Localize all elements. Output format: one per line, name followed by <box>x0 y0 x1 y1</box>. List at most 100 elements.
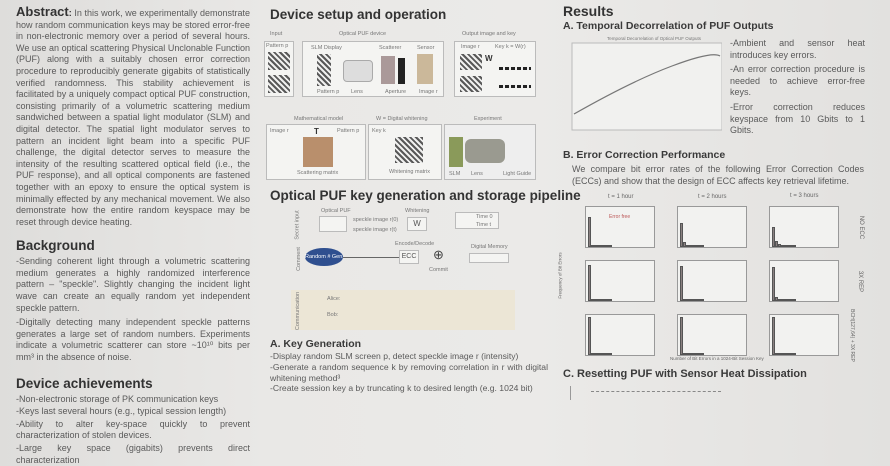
histogram-panel <box>769 260 839 302</box>
communication-band <box>291 290 515 330</box>
histogram-bar <box>683 242 686 247</box>
whitening-matrix-image <box>395 137 423 163</box>
histogram-bar <box>701 353 704 355</box>
achievement-item: -Keys last several hours (e.g., typical … <box>16 406 227 417</box>
results-c-heading: C. Resetting PUF with Sensor Heat Dissip… <box>563 368 807 380</box>
lens-label: Lens <box>351 89 363 95</box>
histogram-bar <box>695 245 698 247</box>
col-label: t = 1 hour <box>608 194 634 200</box>
keygen-heading: A. Key Generation <box>270 338 362 350</box>
histogram-bar <box>597 299 600 301</box>
histogram-bar <box>600 299 603 301</box>
histogram-bar <box>778 299 781 301</box>
histogram-bar <box>600 245 603 247</box>
results-heading: Results <box>563 3 614 19</box>
pipeline-heading: Optical PUF key generation and storage p… <box>270 188 581 203</box>
histogram-bar <box>778 353 781 355</box>
histogram-bar <box>686 299 689 301</box>
y-axis-label: Frequency of Bit Errors <box>557 252 563 299</box>
lens-image <box>343 60 373 82</box>
abstract-section: Abstract: In this work, we experimentall… <box>16 4 251 227</box>
histogram-bar <box>790 245 793 247</box>
achievements-heading: Device achievements <box>16 375 153 391</box>
results-b-text: We compare bit error rates of the follow… <box>572 164 864 186</box>
histogram-bar <box>772 317 775 355</box>
histogram-bar <box>772 227 775 247</box>
histogram-bar <box>680 317 683 355</box>
achievements-section: Device achievements -Non-electronic stor… <box>16 376 250 466</box>
histogram-bar <box>698 353 701 355</box>
note-item: -Error correction reduces keyspace from … <box>730 101 865 136</box>
commit-label: Commit <box>429 267 448 273</box>
histogram-bar <box>591 245 594 247</box>
row-label-secret-input: Secret input <box>294 210 301 240</box>
random-number-generator: Random # Gen. <box>305 248 344 266</box>
math-model-box: Image r T Scattering matrix Pattern p <box>266 124 366 180</box>
key-label: Key k = W(r) <box>495 44 526 50</box>
histogram-bar <box>588 264 591 301</box>
histogram-bar <box>689 299 692 301</box>
key-label: Key k <box>372 128 386 134</box>
w-label: W <box>485 54 493 63</box>
col-label: t = 3 hours <box>790 193 819 199</box>
note-item: -An error correction procedure is needed… <box>730 64 865 98</box>
histogram-bar <box>695 353 698 355</box>
histogram-bar <box>600 353 603 355</box>
background-heading: Background <box>16 238 95 254</box>
histogram-bar <box>784 353 787 355</box>
input-box: Pattern p <box>264 41 294 97</box>
aperture-image <box>398 58 405 84</box>
histogram-bar <box>594 299 597 301</box>
plot-area <box>571 42 722 131</box>
histogram-bar <box>680 223 683 247</box>
arrow <box>343 257 399 258</box>
histogram-bar <box>597 353 600 355</box>
histogram-bar <box>603 245 606 247</box>
decorrelation-chart: Temporal Decorrelation of Optical PUF Ou… <box>562 36 722 136</box>
keygen-item: -Generate a random sequence k by removin… <box>270 361 548 383</box>
slm-label: SLM <box>449 171 461 177</box>
histogram-bar <box>606 299 609 301</box>
bob-label: Bob: <box>327 312 339 318</box>
histogram-panel <box>769 206 839 248</box>
histogram-bar <box>588 317 591 355</box>
keygen-item: -Display random SLM screen p, detect spe… <box>270 351 519 361</box>
achievement-item: -Ability to alter key-space quickly to p… <box>16 418 250 441</box>
t-label: T <box>314 127 319 136</box>
histogram-panel <box>585 206 655 248</box>
math-label: Mathematical model <box>294 116 344 122</box>
scattering-matrix-label: Scattering matrix <box>297 170 339 176</box>
histogram-bar <box>787 245 790 247</box>
chart-title: Temporal Decorrelation of Optical PUF Ou… <box>607 36 702 41</box>
results-b-heading: B. Error Correction Performance <box>563 149 726 161</box>
results-a-notes: -Ambient and sensor heat introduces key … <box>730 38 865 137</box>
histogram-bar <box>790 353 793 355</box>
decorrelation-plot <box>571 42 722 131</box>
row-label: BCH(127,64) + 3X REP <box>848 309 855 362</box>
histogram-bar <box>781 353 784 355</box>
histogram-bar <box>695 299 698 301</box>
histogram-bar <box>689 245 692 247</box>
histogram-bar <box>603 299 606 301</box>
histogram-bar <box>686 245 689 247</box>
histogram-bar <box>775 241 778 247</box>
histogram-bar <box>778 243 781 247</box>
scattering-matrix-image <box>303 137 333 167</box>
timet-label: Time t <box>476 222 492 228</box>
xor-icon: ⊕ <box>433 247 444 262</box>
results-a-heading: A. Temporal Decorrelation of PUF Outputs <box>563 20 774 32</box>
pattern-image <box>268 75 290 93</box>
whiten-label: W = Digital whitening <box>376 116 428 122</box>
output-box: Image r Key k = W(r) W <box>454 41 536 97</box>
histogram-bar <box>692 299 695 301</box>
aperture-label: Aperture <box>385 89 407 95</box>
memory-box <box>469 253 509 263</box>
image-label: Image r <box>419 89 438 95</box>
speckle-image <box>460 54 482 70</box>
reset-curve <box>591 391 721 392</box>
histogram-bar <box>606 245 609 247</box>
whitening-box: Key k Whitening matrix <box>368 124 442 180</box>
histogram-bar <box>790 299 793 301</box>
histogram-panel <box>585 314 655 356</box>
histogram-bar <box>692 353 695 355</box>
